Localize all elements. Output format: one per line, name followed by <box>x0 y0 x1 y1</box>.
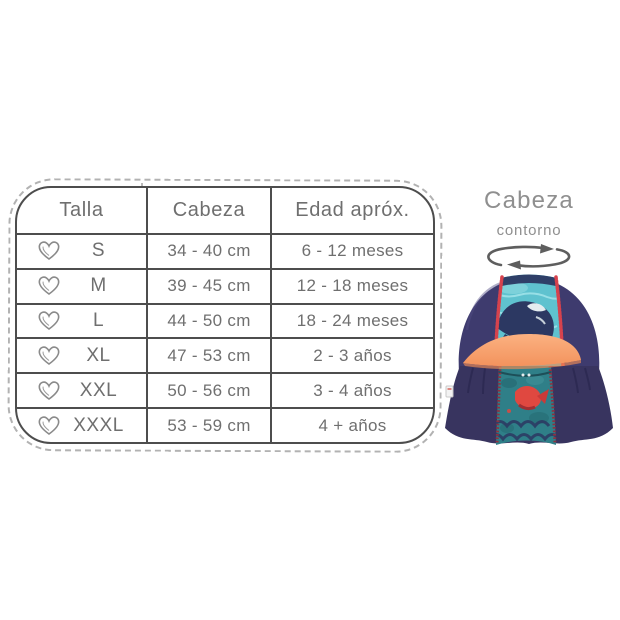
size-cell-m: M <box>17 267 148 303</box>
size-cell-xxl: XXL <box>17 372 148 408</box>
column-header-edad: Edad apróx. <box>295 199 410 221</box>
wave-pattern <box>496 420 556 442</box>
heart-icon <box>37 414 65 438</box>
swim-cap-illustration <box>445 274 613 445</box>
diagram-title: Cabeza <box>484 187 574 214</box>
column-header-talla: Talla <box>17 188 148 233</box>
rotation-arrows-icon <box>487 244 571 270</box>
hat-flap-print <box>495 365 557 445</box>
size-cell-xl: XL <box>17 337 148 373</box>
heart-icon <box>37 309 65 333</box>
hat-visor <box>463 334 581 370</box>
head-size-cell: 53 - 59 cm <box>148 407 272 442</box>
age-range-cell: 2 - 3 años <box>272 337 433 372</box>
flap-pleats <box>467 367 591 395</box>
head-size-cell: 39 - 45 cm <box>148 267 272 303</box>
age-range-cell: 18 - 24 meses <box>272 302 433 338</box>
heart-icon <box>37 344 65 368</box>
size-label: XL <box>86 344 111 366</box>
age-range-cell: 12 - 18 meses <box>272 267 433 303</box>
size-chart-table: Talla Cabeza Edad apróx. S 34 - 40 cm 6 … <box>7 178 443 453</box>
size-cell-l: L <box>17 302 148 338</box>
size-chart-grid: Talla Cabeza Edad apróx. S 34 - 40 cm 6 … <box>15 186 435 444</box>
hat-neck-flap <box>445 365 613 445</box>
flap-stitch-right <box>548 365 557 445</box>
column-header-cabeza: Cabeza <box>148 188 272 233</box>
size-label: XXL <box>79 379 118 401</box>
heart-icon <box>37 239 65 263</box>
heart-icon <box>37 274 65 298</box>
size-cell-s: S <box>17 233 148 268</box>
head-size-cell: 34 - 40 cm <box>148 233 272 268</box>
flap-stitch-left <box>495 365 502 445</box>
hat-tag <box>445 385 454 398</box>
age-range-cell: 3 - 4 años <box>272 372 433 407</box>
head-size-cell: 44 - 50 cm <box>148 302 272 338</box>
age-range-cell: 4 + años <box>272 407 433 442</box>
size-label: S <box>91 240 106 262</box>
size-label: XXXL <box>73 414 124 436</box>
size-label: M <box>90 275 107 297</box>
fish-graphic <box>507 386 549 413</box>
measurement-diagram: Cabeza contorno <box>438 187 620 452</box>
head-size-cell: 50 - 56 cm <box>148 372 272 408</box>
size-label: L <box>92 310 105 332</box>
age-range-cell: 6 - 12 meses <box>272 233 433 268</box>
size-cell-xxxl: XXXL <box>17 407 148 442</box>
diagram-subtitle: contorno <box>496 222 562 239</box>
head-size-cell: 47 - 53 cm <box>148 337 272 373</box>
heart-icon <box>37 379 65 403</box>
